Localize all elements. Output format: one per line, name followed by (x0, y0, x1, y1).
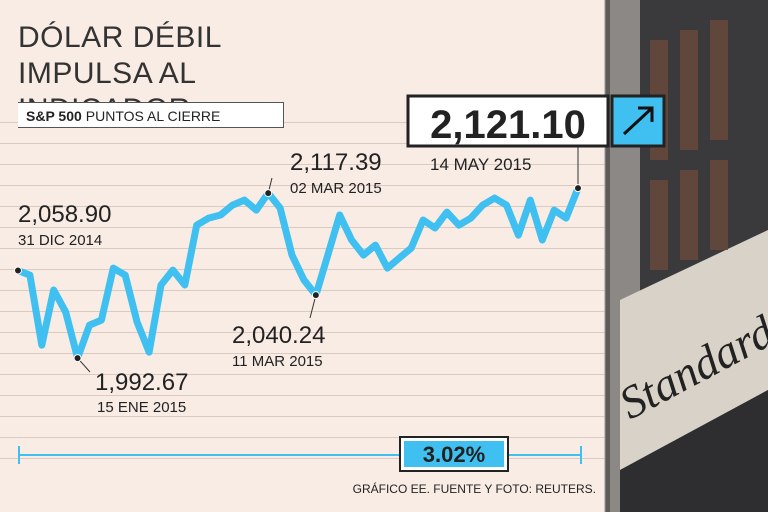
index-name: S&P 500 (26, 108, 82, 124)
value-box (406, 94, 610, 148)
date-label: 14 MAY 2015 (430, 155, 531, 174)
subtitle: PUNTOS AL CIERRE (85, 108, 221, 124)
date-label: 31 DIC 2014 (18, 232, 102, 249)
range-bar: 3.02% (18, 436, 582, 472)
point (73, 354, 82, 363)
chart-panel (0, 0, 605, 512)
date-label: 02 MAR 2015 (290, 180, 382, 197)
point (264, 189, 273, 198)
footer: GRÁFICO EE. FUENTE Y FOTO: REUTERS. (352, 482, 596, 496)
value-label: 1,992.67 (95, 369, 188, 396)
value-label: 2,040.24 (232, 322, 325, 349)
value-label: 2,117.39 (290, 149, 382, 176)
photo: Standard & (605, 0, 768, 512)
subtitle-box: S&P 500 PUNTOS AL CIERRE (18, 102, 284, 128)
change-label: 3.02% (423, 442, 485, 467)
date-label: 11 MAR 2015 (232, 353, 323, 370)
point (311, 291, 320, 300)
point (574, 184, 582, 193)
date-label: 15 ENE 2015 (97, 399, 186, 416)
arrow-icon (622, 106, 654, 136)
point (14, 266, 22, 275)
value-label: 2,121.10 (430, 103, 586, 147)
price-line (14, 184, 582, 362)
value-label: 2,058.90 (18, 201, 111, 228)
